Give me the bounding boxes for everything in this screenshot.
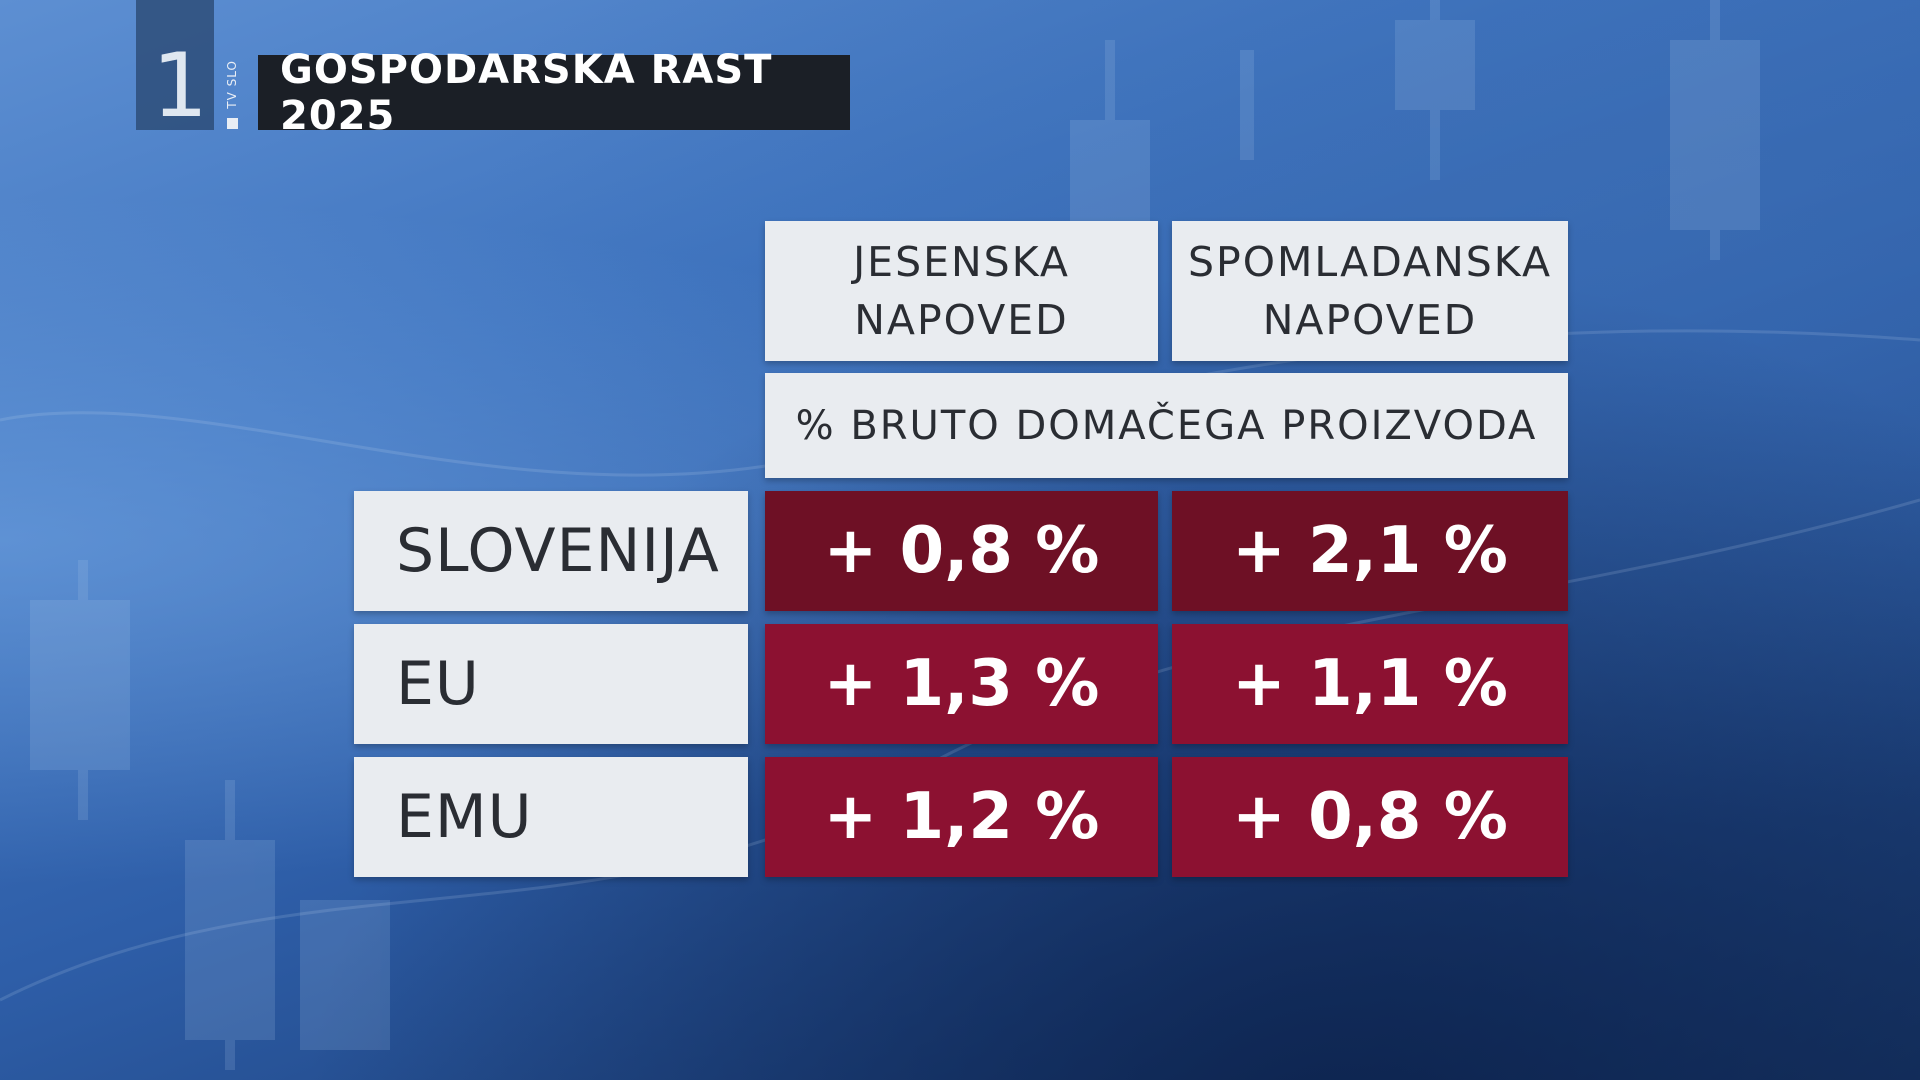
value-cell-eu-autumn: + 1,3 % (765, 624, 1158, 744)
row-label-slovenija: SLOVENIJA (354, 491, 748, 611)
column-header-spring-line2: NAPOVED (1262, 296, 1478, 344)
unit-subheader: % BRUTO DOMAČEGA PROIZVODA (765, 373, 1568, 478)
page-title: GOSPODARSKA RAST 2025 (280, 46, 773, 139)
row-label-text: EU (396, 649, 480, 719)
value-text: + 0,8 % (823, 514, 1100, 588)
row-label-eu: EU (354, 624, 748, 744)
column-header-autumn-line1: JESENSKA (853, 238, 1070, 286)
value-cell-emu-autumn: + 1,2 % (765, 757, 1158, 877)
title-bar: GOSPODARSKA RAST 2025 (258, 47, 850, 139)
column-header-autumn: JESENSKA NAPOVED (765, 221, 1158, 361)
value-text: + 1,1 % (1232, 647, 1508, 721)
value-cell-emu-spring: + 0,8 % (1172, 757, 1568, 877)
channel-side-label: TV SLO (225, 60, 239, 109)
column-header-spring-line1: SPOMLADANSKA (1187, 238, 1553, 286)
unit-subheader-text: % BRUTO DOMAČEGA PROIZVODA (795, 402, 1538, 449)
column-header-spring: SPOMLADANSKA NAPOVED (1172, 221, 1568, 361)
row-label-text: SLOVENIJA (396, 516, 720, 586)
value-cell-slovenija-spring: + 2,1 % (1172, 491, 1568, 611)
channel-logo: 1 (136, 0, 214, 130)
value-text: + 1,2 % (823, 780, 1100, 854)
channel-number: 1 (152, 34, 208, 137)
value-cell-slovenija-autumn: + 0,8 % (765, 491, 1158, 611)
value-text: + 1,3 % (823, 647, 1100, 721)
row-label-emu: EMU (354, 757, 748, 877)
value-text: + 2,1 % (1232, 514, 1508, 588)
row-label-text: EMU (396, 782, 533, 852)
column-header-autumn-line2: NAPOVED (854, 296, 1069, 344)
channel-square-icon (227, 118, 238, 129)
value-text: + 0,8 % (1232, 780, 1508, 854)
value-cell-eu-spring: + 1,1 % (1172, 624, 1568, 744)
